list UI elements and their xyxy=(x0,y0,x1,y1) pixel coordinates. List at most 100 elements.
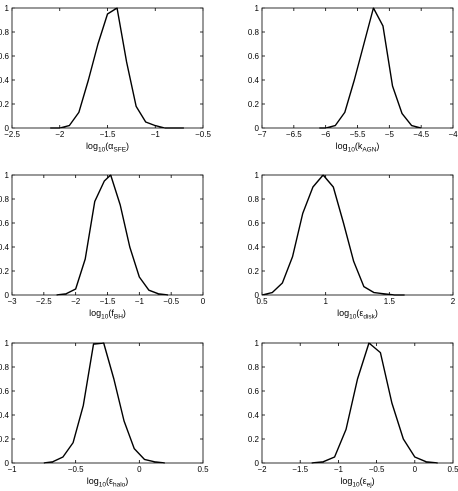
x-tick-label: 1.5 xyxy=(384,297,396,306)
x-axis-label-mid: (f xyxy=(108,308,114,318)
x-tick-label: −4.5 xyxy=(413,130,429,139)
y-tick-label: 0.2 xyxy=(0,267,10,276)
x-axis-label-varsub: disk xyxy=(363,314,375,321)
y-tick-label: 0.6 xyxy=(0,52,10,61)
x-axis-label: log10(εhalo) xyxy=(87,476,129,489)
x-axis-label-mid: (ε xyxy=(106,476,113,486)
y-tick-label: 0 xyxy=(5,291,10,300)
y-tick-label: 0.6 xyxy=(0,387,10,396)
plot-frame xyxy=(261,174,454,296)
x-axis-label-end: ) xyxy=(123,308,126,318)
x-axis-label: log10(αSFE) xyxy=(86,141,129,154)
distribution-line xyxy=(319,7,422,129)
y-tick-label: 0 xyxy=(255,124,260,133)
x-axis-label-end: ) xyxy=(376,141,379,151)
y-tick-label: 0.2 xyxy=(0,100,10,109)
y-tick-label: 0.6 xyxy=(248,387,260,396)
y-tick-label: 0.4 xyxy=(248,243,260,252)
x-tick-label: −0.5 xyxy=(68,465,84,474)
y-tick-label: 1 xyxy=(255,4,260,13)
x-tick-label: −2.5 xyxy=(4,130,20,139)
x-tick-label: −0.5 xyxy=(163,297,179,306)
y-tick-label: 0 xyxy=(5,459,10,468)
y-tick-label: 0.4 xyxy=(0,411,10,420)
distribution-line xyxy=(50,7,184,129)
x-axis-label-varsub: halo xyxy=(113,482,126,489)
x-tick-label: −2 xyxy=(257,465,267,474)
x-tick-label: 0 xyxy=(137,465,142,474)
x-tick-label: −3 xyxy=(7,297,17,306)
plot-frame xyxy=(11,7,204,129)
x-tick-label: 2 xyxy=(451,297,456,306)
distribution-line xyxy=(43,342,165,464)
plot-frame xyxy=(261,342,454,464)
y-tick-label: 1 xyxy=(5,4,10,13)
x-axis-label-sub: 10 xyxy=(98,147,106,154)
x-tick-label: −6.5 xyxy=(286,130,302,139)
x-axis-label-mid: (α xyxy=(105,141,113,151)
y-tick-label: 0.2 xyxy=(248,100,260,109)
y-tick-label: 0.6 xyxy=(0,219,10,228)
x-tick-label: 0.5 xyxy=(447,465,458,474)
x-tick-label: −5 xyxy=(385,130,395,139)
y-tick-label: 0 xyxy=(255,291,260,300)
x-axis-label-end: ) xyxy=(126,141,129,151)
x-axis-label-base: log xyxy=(87,476,99,486)
x-axis-label-varsub: SFE xyxy=(113,147,126,154)
y-tick-label: 0.8 xyxy=(0,363,10,372)
x-axis-label: log10(εej) xyxy=(340,476,374,489)
x-axis-label-base: log xyxy=(340,476,352,486)
plot-frame xyxy=(11,342,204,464)
y-tick-label: 0.2 xyxy=(0,435,10,444)
x-tick-label: 0.5 xyxy=(197,465,209,474)
x-tick-label: −2 xyxy=(71,297,81,306)
x-tick-label: −0.5 xyxy=(369,465,385,474)
subplot-3: −3 −2.5 −2 −1.5 −1 −0.5 0 0 0.2 0.4 0.6 0.8 1 log10(f… xyxy=(0,171,206,321)
x-tick-label: −5.5 xyxy=(350,130,366,139)
y-tick-label: 0.6 xyxy=(248,52,260,61)
x-tick-label: −0.5 xyxy=(195,130,211,139)
y-tick-label: 0.8 xyxy=(248,195,260,204)
y-tick-label: 0.8 xyxy=(0,195,10,204)
x-tick-label: −1.5 xyxy=(100,130,116,139)
x-tick-label: −4 xyxy=(448,130,458,139)
y-tick-label: 0.4 xyxy=(248,411,260,420)
y-tick-label: 0.4 xyxy=(248,76,260,85)
x-axis-label-sub: 10 xyxy=(99,482,107,489)
x-axis-label-base: log xyxy=(337,308,349,318)
x-tick-label: 0.5 xyxy=(256,297,268,306)
subplot-1: −2.5 −2 −1.5 −1 −0.5 0 0.2 0.4 0.6 0.8 1 log10(αSFE… xyxy=(0,4,211,154)
y-tick-label: 0 xyxy=(5,124,10,133)
y-tick-label: 0.2 xyxy=(248,435,260,444)
x-axis-label-sub: 10 xyxy=(349,314,357,321)
y-tick-label: 0.4 xyxy=(0,76,10,85)
x-axis-label-mid: (k xyxy=(355,141,363,151)
x-axis-label: log10(kAGN) xyxy=(336,141,380,154)
x-axis-label-end: ) xyxy=(125,476,128,486)
x-axis-label-varsub: BH xyxy=(114,314,123,321)
distribution-line xyxy=(261,174,405,296)
x-tick-label: −1.5 xyxy=(100,297,116,306)
x-axis-label-mid: (ε xyxy=(356,308,363,318)
subplot-5: −1 −0.5 0 0.5 0 0.2 0.4 0.6 0.8 1 log10(εhalo) xyxy=(0,339,209,489)
x-axis-label-base: log xyxy=(336,141,348,151)
subplot-4: 0.5 1 1.5 2 0 0.2 0.4 0.6 0.8 1 log10(εdisk) xyxy=(248,171,456,321)
x-axis-label-sub: 10 xyxy=(101,314,109,321)
y-tick-label: 0 xyxy=(255,459,260,468)
x-axis-label-mid: (ε xyxy=(360,476,367,486)
x-axis-label-base: log xyxy=(89,308,101,318)
x-tick-label: −2.5 xyxy=(36,297,52,306)
x-axis-label-end: ) xyxy=(375,308,378,318)
distribution-line xyxy=(56,174,169,296)
x-tick-label: 1 xyxy=(323,297,328,306)
y-tick-label: 1 xyxy=(5,339,10,348)
y-tick-label: 0.2 xyxy=(248,267,260,276)
x-tick-label: −1 xyxy=(135,297,145,306)
x-axis-label: log10(fBH) xyxy=(89,308,126,321)
y-tick-label: 1 xyxy=(255,339,260,348)
y-tick-label: 1 xyxy=(5,171,10,180)
x-axis-label: log10(εdisk) xyxy=(337,308,378,321)
y-tick-label: 0.4 xyxy=(0,243,10,252)
x-axis-label-varsub: ej xyxy=(367,482,372,489)
